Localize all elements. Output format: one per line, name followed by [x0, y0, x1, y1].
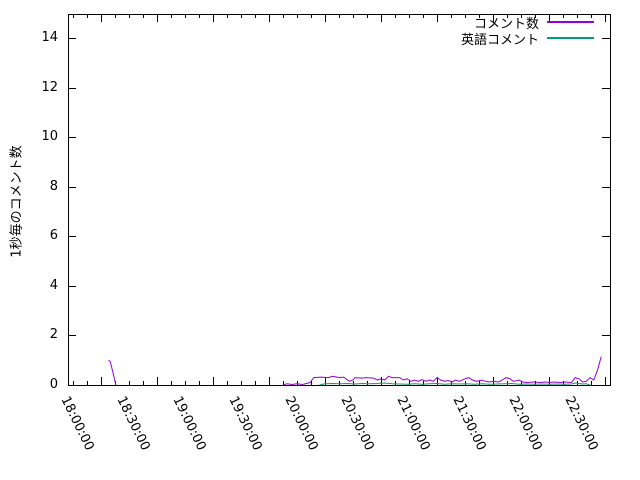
- legend-label-comments: コメント数: [473, 16, 539, 32]
- legend-item-english-comments: 英語コメント: [460, 31, 594, 48]
- legend-label-english-comments: 英語コメント: [460, 32, 539, 48]
- legend-line-sample-comments: [547, 21, 594, 23]
- legend: コメント数 英語コメント: [460, 15, 594, 48]
- series-line-0: [108, 359, 117, 386]
- legend-line-sample-english-comments: [547, 37, 594, 39]
- legend-item-comments: コメント数: [461, 15, 594, 32]
- series-line-0: [283, 356, 602, 386]
- series-line-1: [319, 382, 591, 386]
